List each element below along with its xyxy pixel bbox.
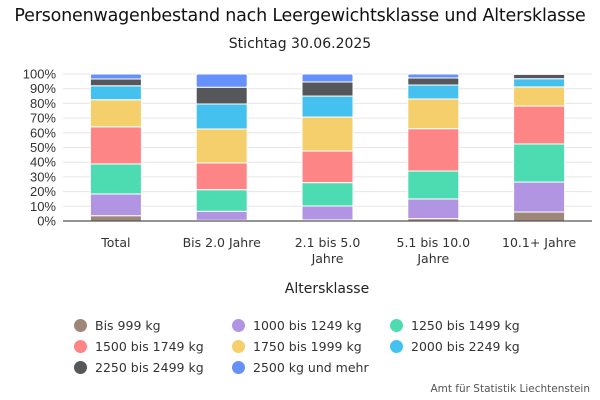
legend-swatch-icon: [74, 319, 87, 332]
bar-segment[interactable]: [89, 73, 142, 80]
legend-swatch-icon: [390, 340, 403, 353]
bar-stack: [301, 73, 354, 222]
bar-segment[interactable]: [407, 128, 460, 172]
legend-swatch-icon: [390, 319, 403, 332]
legend-label: 1500 bis 1749 kg: [95, 339, 204, 354]
bar-segment[interactable]: [89, 215, 142, 222]
x-tick-label: Total: [100, 235, 130, 250]
legend-label: 2000 bis 2249 kg: [411, 339, 520, 354]
stacked-bar-chart: 0%10%20%30%40%50%60%70%80%90%100% Total B…: [23, 67, 592, 297]
x-tick-label: Bis 2.0 Jahre: [183, 235, 262, 250]
chart-title: Personenwagenbestand nach Leergewichtskl…: [14, 6, 586, 26]
legend-swatch-icon: [232, 340, 245, 353]
x-tick-label: 2.1 bis 5.0 Jahre: [295, 235, 361, 266]
bar-segment[interactable]: [407, 73, 460, 79]
x-axis-ticks: Total Bis 2.0 Jahre 2.1 bis 5.0 Jahre 5.1 bi…: [100, 235, 576, 266]
bar-segment[interactable]: [301, 81, 354, 97]
legend-label: 1000 bis 1249 kg: [253, 318, 362, 333]
chart-subtitle: Stichtag 30.06.2025: [228, 36, 372, 52]
legend-item[interactable]: 1750 bis 1999 kg: [232, 339, 362, 354]
bar-segment[interactable]: [407, 170, 460, 200]
y-tick-label: 90%: [30, 81, 56, 96]
bar-segment[interactable]: [407, 198, 460, 220]
bar-segment[interactable]: [301, 95, 354, 118]
legend-item[interactable]: Bis 999 kg: [74, 318, 161, 333]
y-tick-label: 80%: [30, 96, 56, 111]
source-note: Amt für Statistik Liechtenstein: [430, 383, 590, 395]
bar-segment[interactable]: [89, 78, 142, 87]
bar-segment[interactable]: [513, 78, 566, 88]
bar-stack: [407, 73, 460, 222]
bar-segment[interactable]: [513, 73, 566, 80]
legend-swatch-icon: [74, 361, 87, 374]
y-tick-label: 40%: [30, 155, 56, 170]
bar-segment[interactable]: [301, 182, 354, 207]
bars: [89, 73, 566, 222]
bar-segment[interactable]: [195, 128, 248, 164]
bar-stack: [513, 73, 566, 222]
legend-label: Bis 999 kg: [95, 318, 161, 333]
y-axis-ticks: 0%10%20%30%40%50%60%70%80%90%100%: [23, 67, 57, 229]
y-tick-label: 50%: [30, 140, 56, 155]
x-axis-label: Altersklasse: [285, 281, 369, 297]
bar-segment[interactable]: [195, 103, 248, 130]
legend-item[interactable]: 2000 bis 2249 kg: [390, 339, 520, 354]
bar-segment[interactable]: [513, 86, 566, 107]
bar-segment[interactable]: [89, 163, 142, 195]
bar-segment[interactable]: [301, 150, 354, 184]
y-tick-label: 70%: [30, 111, 56, 126]
bar-stack: [195, 73, 248, 222]
y-tick-label: 30%: [30, 169, 56, 184]
legend-swatch-icon: [232, 361, 245, 374]
legend-item[interactable]: 1000 bis 1249 kg: [232, 318, 362, 333]
bar-segment[interactable]: [195, 189, 248, 212]
bar-segment[interactable]: [195, 73, 248, 88]
bar-segment[interactable]: [195, 86, 248, 105]
bar-segment[interactable]: [513, 143, 566, 183]
x-tick-label: 10.1+ Jahre: [502, 235, 576, 250]
bar-segment[interactable]: [407, 77, 460, 86]
bar-segment[interactable]: [89, 126, 142, 165]
bar-segment[interactable]: [301, 116, 354, 152]
bar-segment[interactable]: [407, 98, 460, 130]
bar-segment[interactable]: [513, 105, 566, 145]
bar-segment[interactable]: [407, 84, 460, 100]
legend-label: 2250 bis 2499 kg: [95, 360, 204, 375]
bar-segment[interactable]: [513, 181, 566, 213]
bar-segment[interactable]: [89, 85, 142, 101]
legend-item[interactable]: 1500 bis 1749 kg: [74, 339, 204, 354]
bar-segment[interactable]: [301, 205, 354, 221]
bar-stack: [89, 73, 142, 222]
y-tick-label: 10%: [30, 199, 56, 214]
legend-label: 1750 bis 1999 kg: [253, 339, 362, 354]
legend-label: 2500 kg und mehr: [253, 360, 369, 375]
bar-segment[interactable]: [195, 210, 248, 221]
legend-item[interactable]: 2500 kg und mehr: [232, 360, 369, 375]
y-tick-label: 100%: [23, 67, 57, 82]
legend-swatch-icon: [74, 340, 87, 353]
x-tick-label: 5.1 bis 10.0 Jahre: [397, 235, 471, 266]
y-tick-label: 0%: [37, 214, 56, 229]
legend-swatch-icon: [232, 319, 245, 332]
y-tick-label: 20%: [30, 184, 56, 199]
bar-segment[interactable]: [89, 193, 142, 217]
bar-segment[interactable]: [89, 99, 142, 128]
bar-segment[interactable]: [195, 162, 248, 191]
y-tick-label: 60%: [30, 125, 56, 140]
bar-segment[interactable]: [513, 211, 566, 222]
legend-item[interactable]: 2250 bis 2499 kg: [74, 360, 204, 375]
legend-label: 1250 bis 1499 kg: [411, 318, 520, 333]
bar-segment[interactable]: [301, 73, 354, 83]
legend-item[interactable]: 1250 bis 1499 kg: [390, 318, 520, 333]
